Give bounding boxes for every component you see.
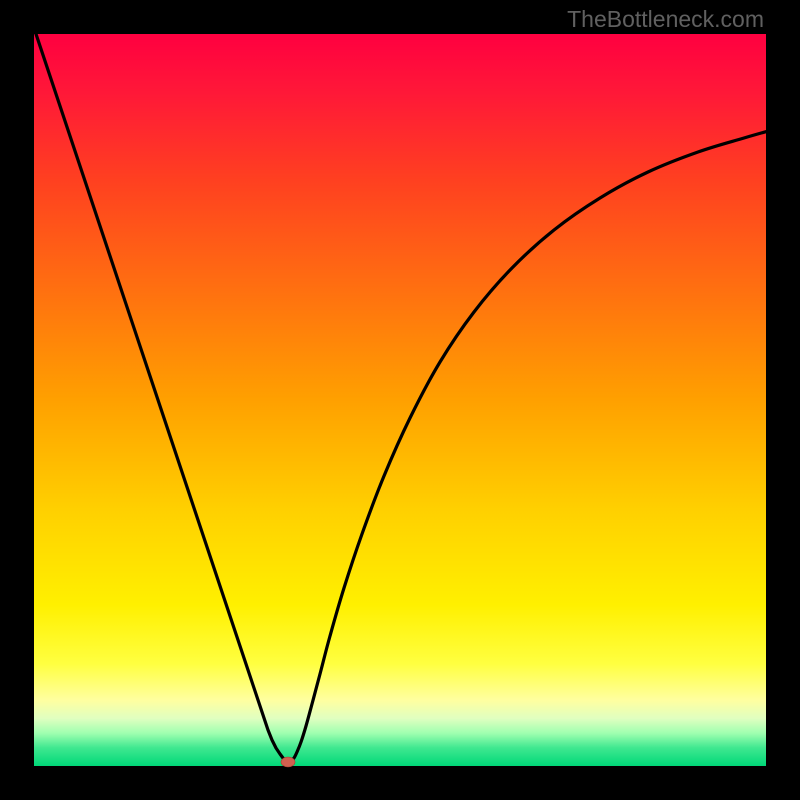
- watermark-text: TheBottleneck.com: [567, 6, 764, 33]
- curve-layer: [0, 0, 800, 800]
- minimum-marker: [281, 757, 295, 767]
- bottleneck-curve: [34, 28, 772, 762]
- chart-container: TheBottleneck.com: [0, 0, 800, 800]
